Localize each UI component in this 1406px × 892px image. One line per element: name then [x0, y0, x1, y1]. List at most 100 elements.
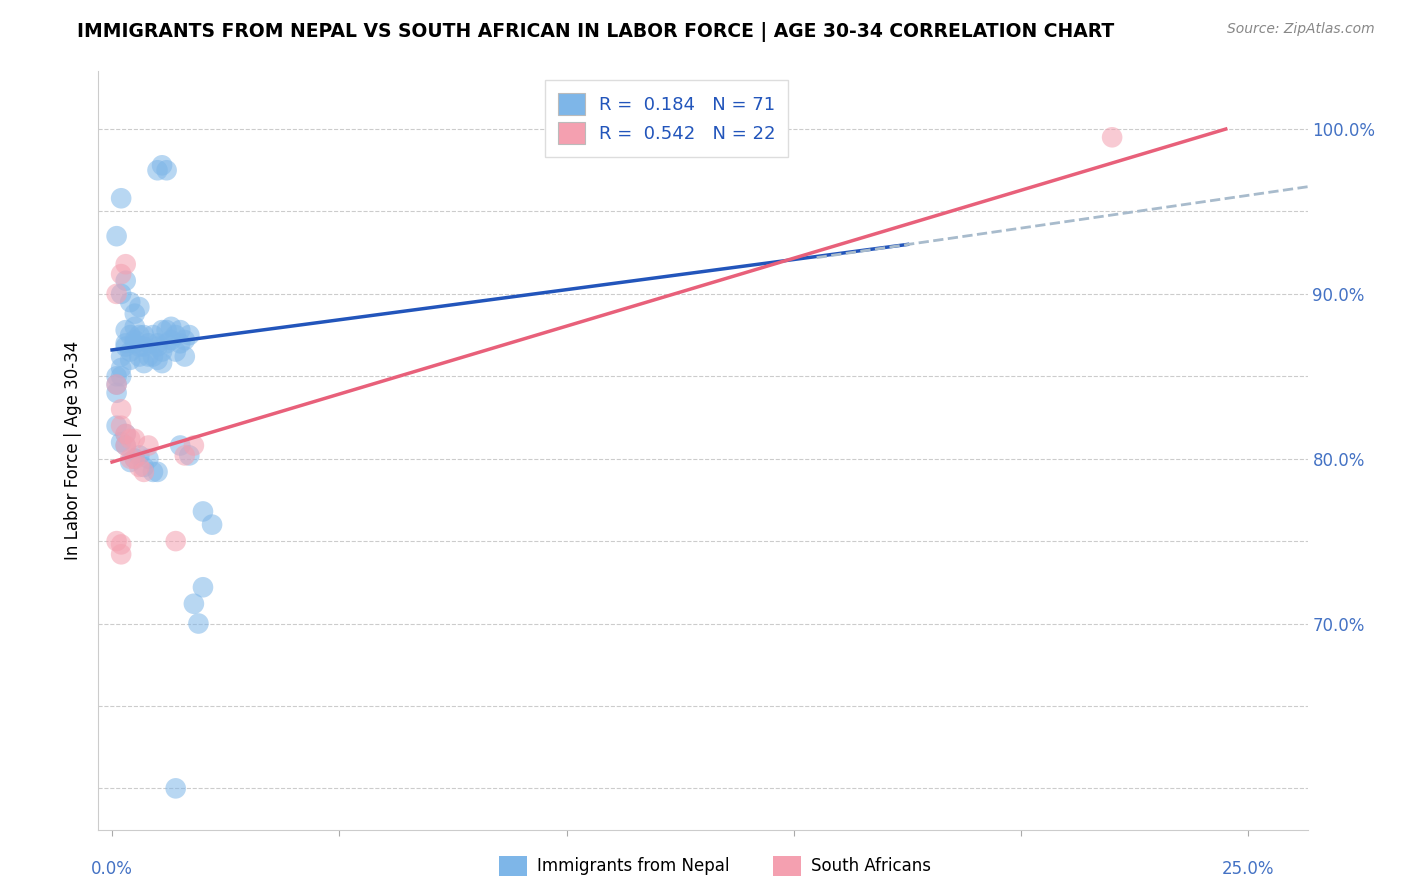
Point	[191, 504, 214, 518]
Point	[110, 435, 132, 450]
Point	[138, 336, 160, 351]
Point	[110, 267, 132, 281]
Point	[183, 438, 205, 452]
Point	[169, 323, 191, 337]
Point	[138, 438, 160, 452]
Point	[105, 377, 128, 392]
Point	[165, 781, 187, 796]
Point	[146, 163, 169, 178]
Point	[114, 323, 136, 337]
Point	[132, 459, 155, 474]
Point	[142, 465, 165, 479]
Text: IMMIGRANTS FROM NEPAL VS SOUTH AFRICAN IN LABOR FORCE | AGE 30-34 CORRELATION CH: IMMIGRANTS FROM NEPAL VS SOUTH AFRICAN I…	[77, 22, 1115, 42]
Point	[124, 432, 146, 446]
Point	[132, 328, 155, 343]
Point	[169, 438, 191, 452]
Point	[146, 340, 169, 354]
Point	[128, 449, 150, 463]
Point	[105, 229, 128, 244]
Point	[155, 323, 177, 337]
Point	[128, 328, 150, 343]
Point	[187, 616, 209, 631]
Point	[165, 534, 187, 549]
Point	[173, 333, 195, 347]
Point	[105, 418, 128, 433]
Point	[110, 369, 132, 384]
Point	[165, 344, 187, 359]
Legend: R =  0.184   N = 71, R =  0.542   N = 22: R = 0.184 N = 71, R = 0.542 N = 22	[546, 80, 789, 157]
Point	[191, 580, 214, 594]
Point	[120, 455, 142, 469]
Point	[124, 319, 146, 334]
Point	[183, 597, 205, 611]
Text: 25.0%: 25.0%	[1222, 860, 1275, 878]
Point	[150, 323, 173, 337]
Point	[165, 328, 187, 343]
Point	[110, 537, 132, 551]
Point	[169, 336, 191, 351]
Point	[114, 274, 136, 288]
Text: Source: ZipAtlas.com: Source: ZipAtlas.com	[1227, 22, 1375, 37]
Point	[128, 350, 150, 364]
Point	[142, 350, 165, 364]
Point	[132, 340, 155, 354]
Point	[146, 336, 169, 351]
Point	[150, 158, 173, 172]
Point	[120, 451, 142, 466]
Point	[138, 451, 160, 466]
Point	[124, 451, 146, 466]
Point	[114, 340, 136, 354]
Point	[110, 547, 132, 561]
Point	[114, 427, 136, 442]
Point	[114, 438, 136, 452]
Point	[110, 418, 132, 433]
Point	[105, 385, 128, 400]
Point	[160, 319, 183, 334]
Point	[160, 333, 183, 347]
Point	[110, 286, 132, 301]
Point	[128, 300, 150, 314]
Point	[179, 449, 201, 463]
Point	[110, 361, 132, 376]
Point	[114, 438, 136, 452]
Point	[150, 344, 173, 359]
Point	[128, 459, 150, 474]
Point	[173, 350, 195, 364]
Point	[146, 465, 169, 479]
Point	[146, 352, 169, 367]
Point	[114, 257, 136, 271]
Point	[120, 328, 142, 343]
Point	[173, 449, 195, 463]
Point	[142, 328, 165, 343]
Point	[120, 344, 142, 359]
Point	[179, 328, 201, 343]
Point	[138, 350, 160, 364]
Point	[155, 336, 177, 351]
Point	[110, 350, 132, 364]
Point	[120, 295, 142, 310]
Point	[114, 427, 136, 442]
Point	[120, 352, 142, 367]
Point	[132, 465, 155, 479]
Point	[110, 191, 132, 205]
Point	[105, 369, 128, 384]
Text: 0.0%: 0.0%	[91, 860, 134, 878]
Point	[124, 336, 146, 351]
Point	[201, 517, 224, 532]
Point	[128, 340, 150, 354]
Point	[120, 432, 142, 446]
Point	[124, 307, 146, 321]
Point	[132, 356, 155, 370]
Point	[124, 451, 146, 466]
Point	[105, 534, 128, 549]
Point	[155, 163, 177, 178]
Point	[110, 402, 132, 417]
Text: South Africans: South Africans	[811, 857, 931, 875]
Point	[124, 333, 146, 347]
Point	[1101, 130, 1123, 145]
Point	[105, 286, 128, 301]
Text: Immigrants from Nepal: Immigrants from Nepal	[537, 857, 730, 875]
Y-axis label: In Labor Force | Age 30-34: In Labor Force | Age 30-34	[65, 341, 83, 560]
Point	[105, 377, 128, 392]
Point	[150, 356, 173, 370]
